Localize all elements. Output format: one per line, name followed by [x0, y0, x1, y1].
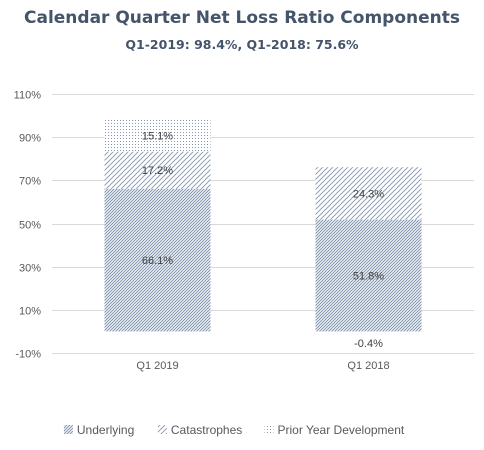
- legend-swatch-underlying: [63, 425, 73, 434]
- chart-subtitle: Q1-2019: 98.4%, Q1-2018: 75.6%: [125, 37, 359, 52]
- data-labels: 66.1% 17.2% 15.1% 51.8% 24.3% -0.4%: [142, 130, 384, 350]
- legend-label: Prior Year Development: [278, 423, 405, 437]
- bar-catastrophes-q1-2018: [315, 167, 422, 220]
- y-tick-label: 50%: [19, 220, 41, 232]
- legend-label: Underlying: [77, 423, 134, 437]
- bars: [104, 119, 422, 332]
- axis-labels: -10% 10% 30% 50% 70% 90% 110% Q1 2019 Q1 2018: [14, 90, 390, 373]
- legend-label: Catastrophes: [171, 423, 242, 437]
- bar-prior-year-development-q1-2019: [104, 119, 211, 152]
- data-label: 66.1%: [142, 255, 173, 267]
- y-tick-label: 10%: [19, 306, 41, 318]
- x-tick-label: Q1 2019: [136, 360, 178, 372]
- data-label: 51.8%: [353, 271, 384, 283]
- chart-title: Calendar Quarter Net Loss Ratio Componen…: [24, 8, 460, 28]
- data-label: 24.3%: [353, 188, 384, 200]
- y-tick-label: 90%: [19, 133, 41, 145]
- bar-catastrophes-q1-2019: [104, 151, 211, 189]
- data-label: 15.1%: [142, 130, 173, 142]
- y-tick-label: 30%: [19, 263, 41, 275]
- bar-underlying-q1-2019: [104, 188, 211, 332]
- y-tick-label: -10%: [15, 349, 41, 361]
- data-label: -0.4%: [354, 338, 383, 350]
- data-label: 17.2%: [142, 165, 173, 177]
- y-tick-label: 110%: [14, 90, 42, 102]
- bar-underlying-q1-2018: [315, 219, 422, 332]
- x-tick-label: Q1 2018: [347, 360, 389, 372]
- legend-swatch-prior-year-development: [264, 425, 274, 434]
- legend-swatch-catastrophes: [157, 425, 167, 434]
- y-tick-label: 70%: [19, 176, 41, 188]
- legend: Underlying Catastrophes Prior Year Develop…: [63, 423, 405, 437]
